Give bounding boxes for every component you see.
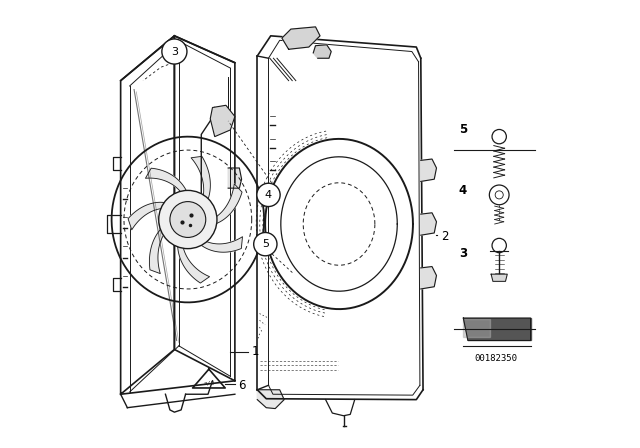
Text: 6: 6 bbox=[239, 379, 246, 392]
Polygon shape bbox=[150, 222, 172, 274]
Polygon shape bbox=[228, 168, 241, 188]
Polygon shape bbox=[191, 156, 211, 208]
Text: 00182350: 00182350 bbox=[475, 354, 518, 363]
Polygon shape bbox=[314, 45, 332, 58]
Text: a/2: a/2 bbox=[204, 380, 214, 385]
Text: 1: 1 bbox=[252, 345, 259, 358]
Circle shape bbox=[257, 183, 280, 207]
Polygon shape bbox=[421, 159, 436, 181]
Polygon shape bbox=[463, 318, 531, 340]
Polygon shape bbox=[204, 184, 242, 226]
Text: 4: 4 bbox=[265, 190, 272, 200]
Text: 5: 5 bbox=[262, 239, 269, 249]
Polygon shape bbox=[282, 27, 320, 49]
Text: 3: 3 bbox=[459, 246, 467, 260]
Polygon shape bbox=[178, 236, 209, 283]
Polygon shape bbox=[128, 202, 175, 230]
Polygon shape bbox=[491, 274, 508, 281]
Polygon shape bbox=[421, 213, 436, 235]
Polygon shape bbox=[210, 105, 235, 137]
Text: 2: 2 bbox=[441, 229, 449, 243]
Circle shape bbox=[159, 190, 217, 249]
Polygon shape bbox=[421, 267, 436, 289]
Circle shape bbox=[253, 233, 277, 256]
Text: 3: 3 bbox=[171, 47, 178, 56]
Polygon shape bbox=[193, 369, 225, 388]
Text: 5: 5 bbox=[459, 123, 467, 137]
Polygon shape bbox=[257, 390, 284, 409]
Polygon shape bbox=[145, 168, 189, 202]
Circle shape bbox=[170, 202, 206, 237]
Circle shape bbox=[162, 39, 187, 64]
Polygon shape bbox=[463, 319, 490, 337]
Text: 4: 4 bbox=[459, 184, 467, 197]
Polygon shape bbox=[195, 235, 243, 252]
